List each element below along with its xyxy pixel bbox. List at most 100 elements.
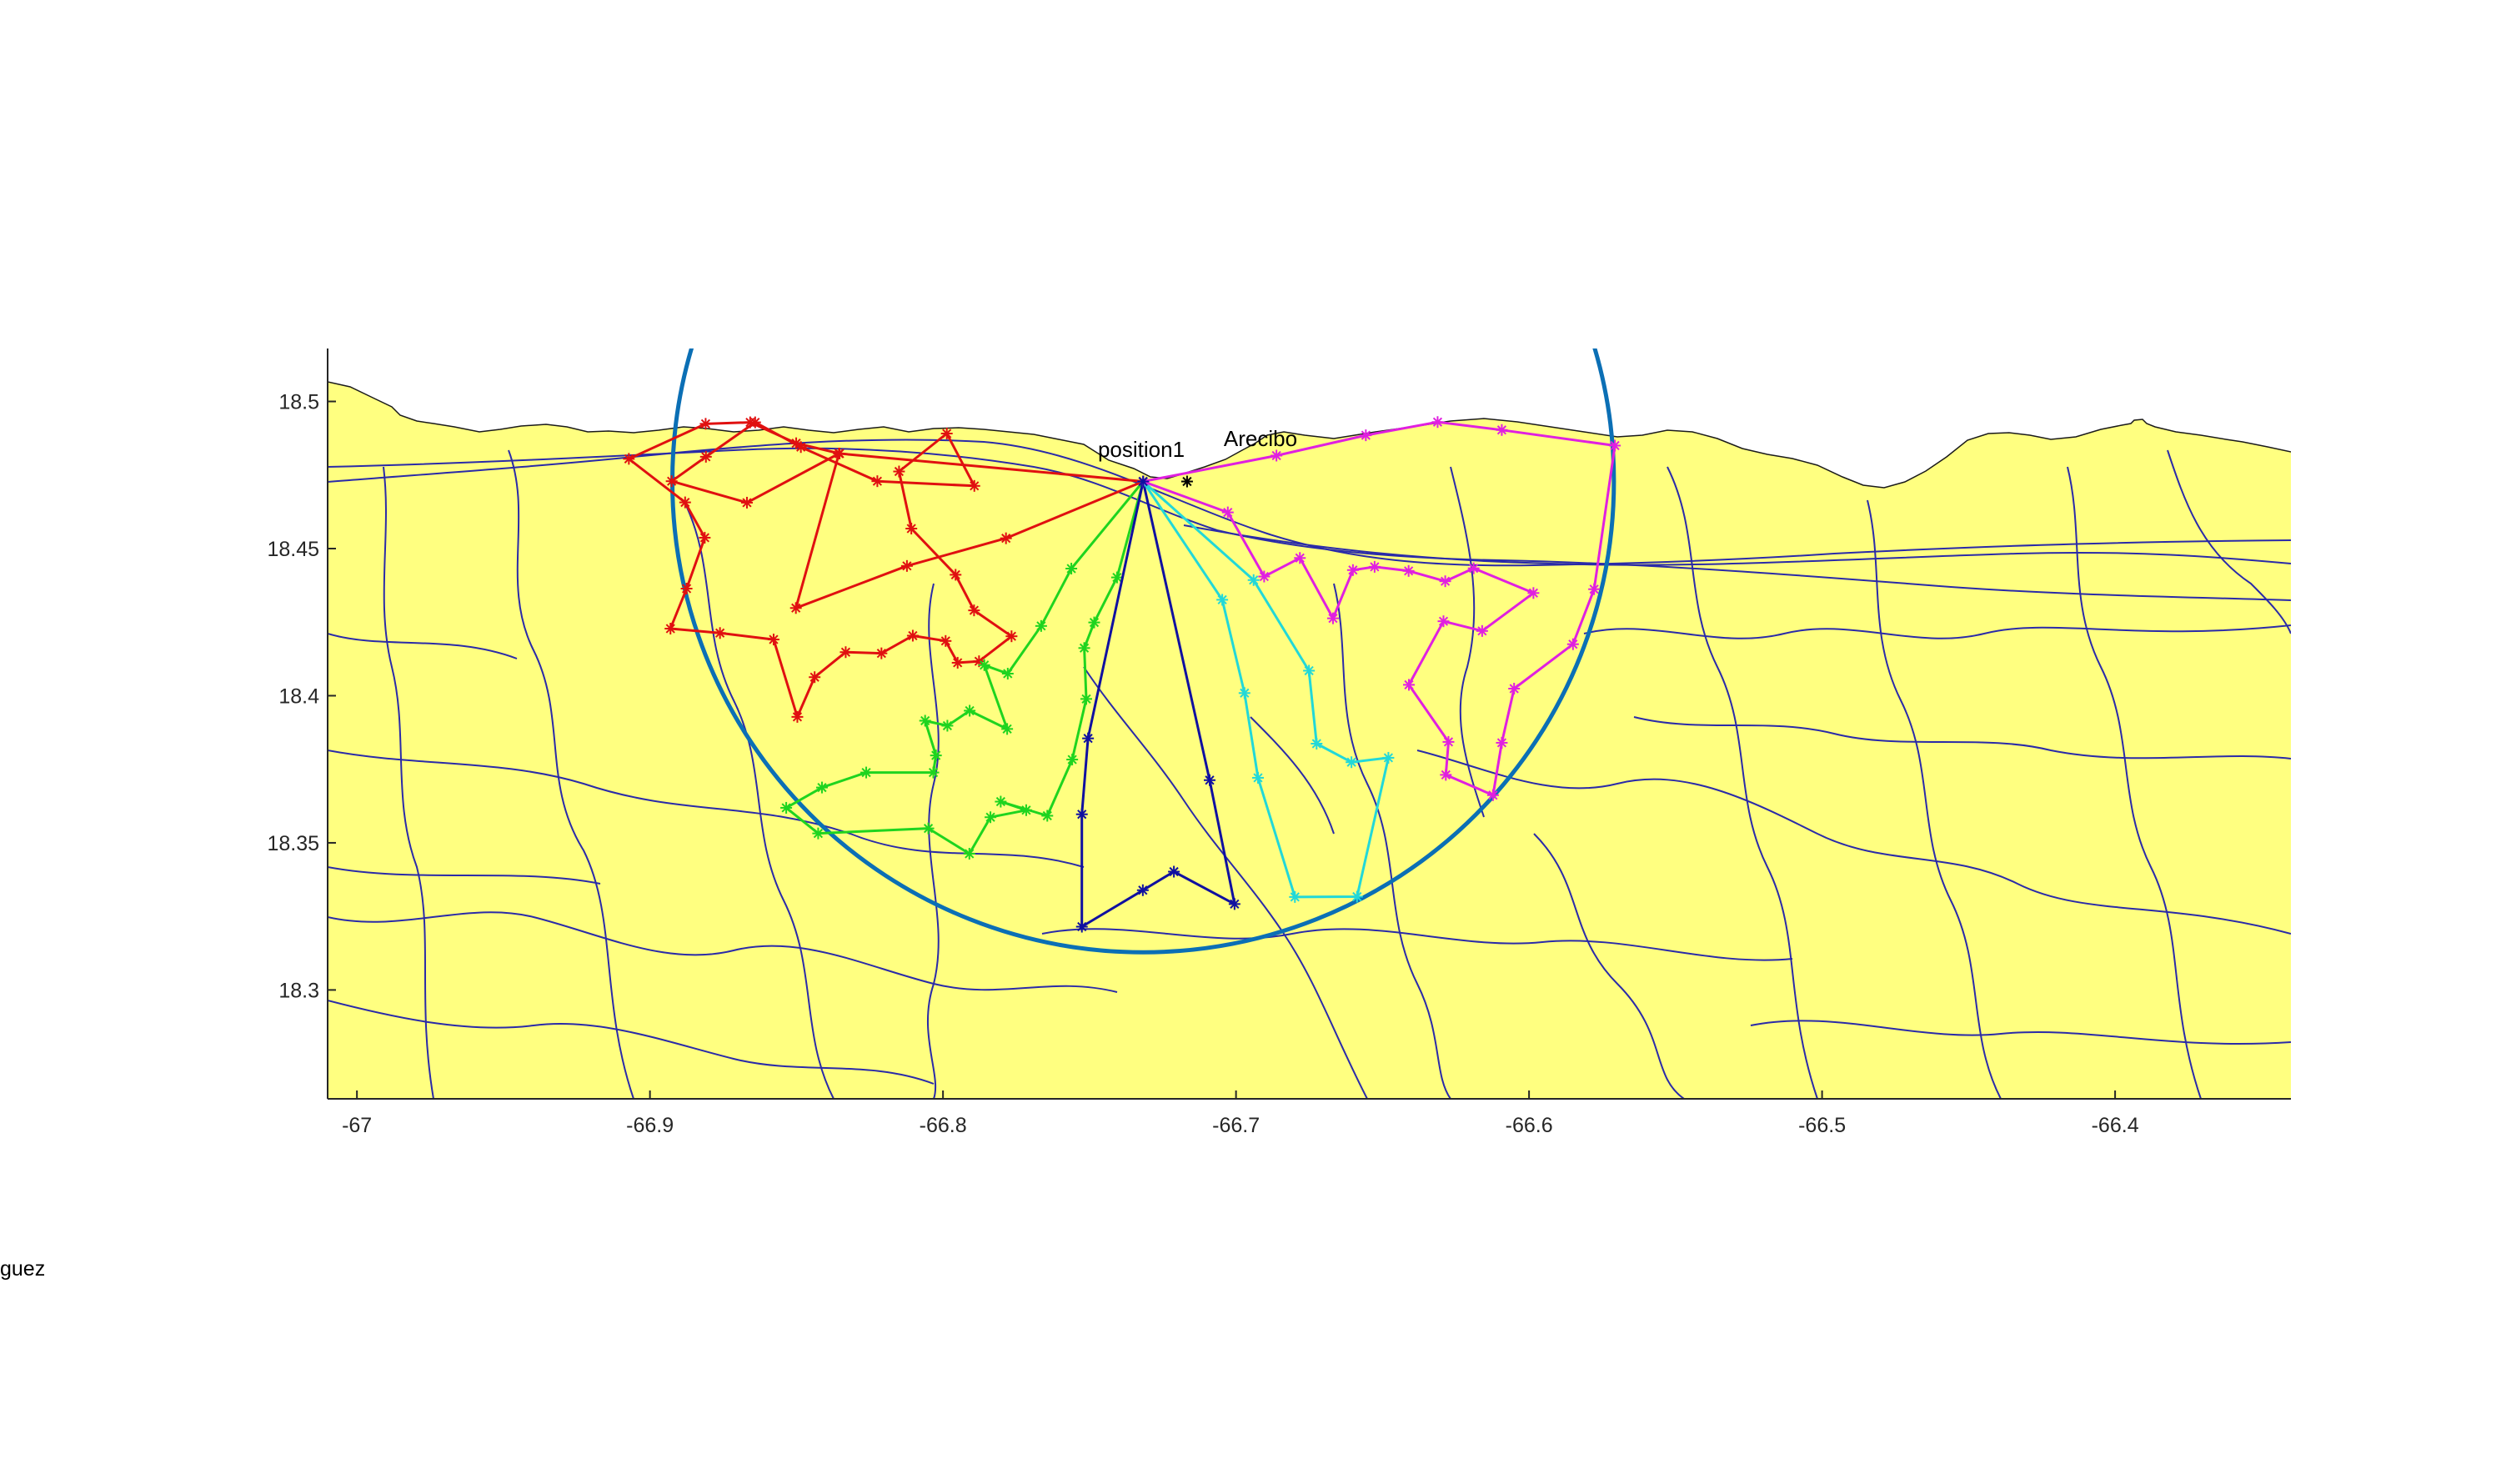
route-stop-marker (950, 569, 962, 581)
depot-label: position1 (1098, 437, 1185, 462)
x-tick-label: -66.5 (1798, 1114, 1846, 1137)
route-stop-marker (941, 719, 954, 732)
route-stop-marker (922, 822, 935, 835)
route-stop-marker (940, 634, 952, 647)
route-stop-marker (1346, 756, 1358, 769)
route-stop-marker (1075, 920, 1088, 933)
route-stop-marker (744, 416, 756, 429)
route-stop-marker (900, 559, 913, 572)
route-stop-marker (1346, 564, 1359, 576)
route-stop-marker (840, 646, 852, 659)
route-stop-marker (680, 583, 693, 594)
route-stop-marker (973, 655, 985, 668)
route-stop-marker (664, 623, 677, 634)
route-stop-marker (665, 475, 678, 488)
route-stop-marker (1065, 563, 1078, 574)
route-stop-marker (1066, 754, 1079, 766)
route-stop-marker (1476, 624, 1488, 637)
route-stop-marker (1496, 736, 1508, 749)
y-tick-label: 18.3 (278, 979, 319, 1002)
x-tick-label: -67 (342, 1114, 372, 1137)
route-stop-marker (1351, 890, 1363, 903)
road-network (328, 439, 2291, 1099)
route-stop-marker (1440, 769, 1452, 781)
route-line-cyan (1141, 480, 1390, 899)
y-tick-label: 18.5 (278, 391, 319, 414)
city-label: Arecibo (1224, 426, 1297, 451)
route-stop-marker (699, 450, 712, 463)
x-tick-label: -66.4 (2092, 1114, 2139, 1137)
depot-marker (1137, 475, 1150, 488)
route-stop-marker (812, 827, 824, 840)
route-stop-marker (995, 795, 1007, 808)
route-stop-marker (1609, 439, 1621, 452)
route-stop-marker (905, 523, 918, 534)
route-stop-marker (1467, 562, 1480, 574)
route-stop-marker (940, 428, 953, 439)
route-line-red (627, 421, 1144, 719)
route-stop-marker (791, 710, 804, 723)
route-stop-marker (893, 465, 905, 478)
x-tick-label: -66.8 (920, 1114, 967, 1137)
route-stop-marker (927, 766, 940, 779)
route-stop-marker (968, 604, 980, 617)
route-stop-marker (789, 602, 802, 614)
route-stop-marker (1360, 429, 1372, 442)
y-tick-label: 18.4 (278, 684, 319, 708)
route-stop-marker (1136, 884, 1149, 896)
route-stop-marker (1168, 865, 1180, 878)
route-stop-marker (767, 634, 779, 646)
route-stop-marker (790, 437, 803, 449)
route-stop-marker (1082, 732, 1095, 745)
city-marker (1180, 475, 1193, 488)
route-stop-marker (1216, 594, 1229, 606)
route-stop-marker (834, 448, 846, 459)
route-stop-marker (699, 531, 711, 544)
route-stop-marker (1382, 751, 1395, 764)
route-stop-marker (964, 704, 976, 717)
clipped-author-text: guez (0, 1257, 46, 1281)
route-stop-marker (623, 453, 635, 465)
route-stop-marker (1508, 683, 1521, 694)
y-tick-label: 18.35 (267, 832, 319, 855)
route-stop-marker (1001, 668, 1014, 679)
x-tick-label: -66.9 (626, 1114, 674, 1137)
route-stop-marker (906, 629, 919, 642)
route-stop-marker (860, 766, 873, 779)
route-stop-marker (1247, 574, 1260, 586)
axis-ticks: -67 -66.9 -66.8 -66.7 -66.6 -66.5 -66.4 18.5 18.… (267, 391, 2138, 1137)
route-stop-marker (780, 801, 793, 814)
route-stop-marker (871, 475, 884, 488)
route-stop-marker (1442, 735, 1455, 748)
route-stop-marker (951, 656, 964, 669)
route-stop-marker (1075, 808, 1088, 820)
route-stop-marker (1228, 898, 1240, 910)
route-stop-marker (1203, 774, 1215, 786)
route-stop-marker (1437, 615, 1450, 628)
route-stop-marker (714, 627, 726, 639)
route-stop-marker (1403, 679, 1416, 691)
route-stop-marker (1486, 789, 1499, 801)
route-stop-marker (1005, 630, 1018, 643)
route-stop-marker (1431, 416, 1444, 429)
route-stop-marker (1402, 564, 1415, 577)
route-stop-marker (930, 750, 942, 762)
route-stop-marker (1566, 638, 1579, 650)
route-stop-marker (1221, 506, 1234, 519)
route-stop-marker (1251, 771, 1264, 784)
route-stop-marker (985, 811, 997, 824)
route-stop-marker (1271, 449, 1283, 462)
axes-lines (327, 348, 2291, 1100)
route-stop-marker (1088, 616, 1100, 629)
route-stop-marker (1326, 612, 1339, 624)
route-stop-marker (809, 671, 821, 684)
route-stop-marker (1000, 532, 1012, 544)
route-stop-marker (1238, 687, 1250, 699)
route-stop-marker (1588, 583, 1601, 595)
route-stop-marker (1311, 738, 1323, 750)
route-stop-marker (968, 479, 980, 492)
route-stop-marker (1294, 552, 1306, 564)
x-tick-label: -66.6 (1506, 1114, 1553, 1137)
route-stop-marker (740, 496, 753, 509)
